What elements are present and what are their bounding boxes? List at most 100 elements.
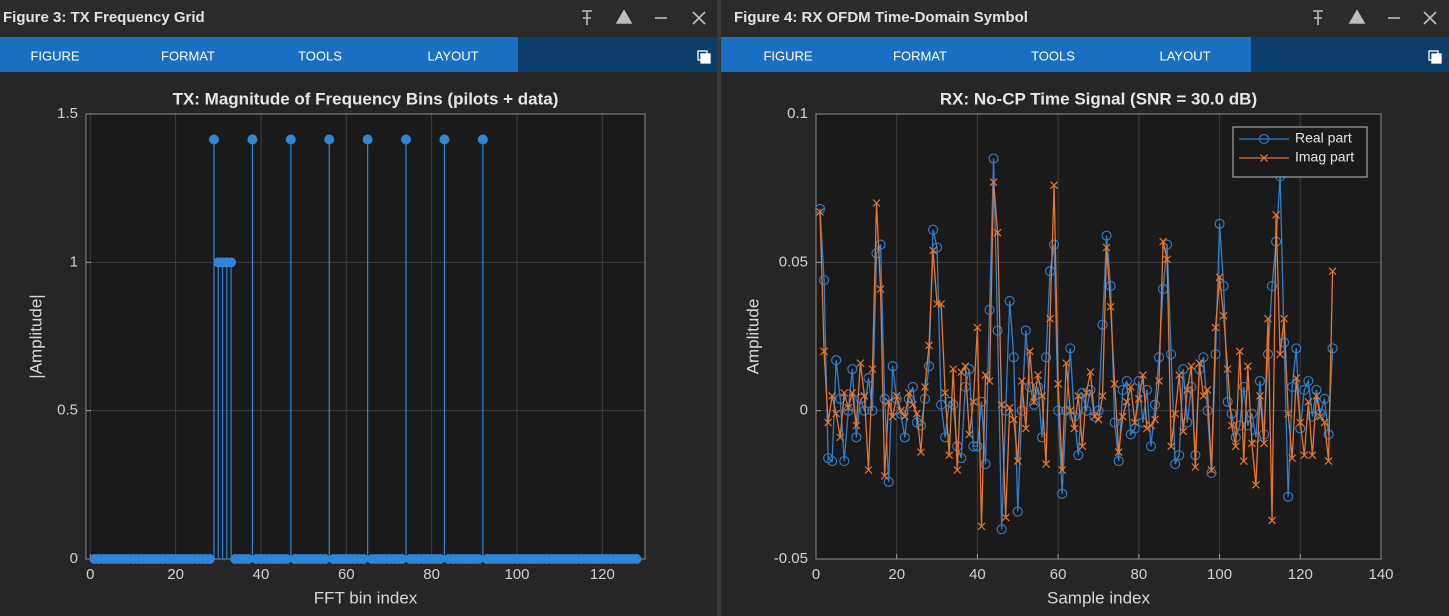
tab[interactable]: FIGURE [30, 48, 79, 63]
tab[interactable]: LAYOUT [427, 48, 478, 63]
data-point [953, 466, 962, 474]
undock-icon[interactable] [1428, 50, 1442, 64]
data-point [972, 441, 983, 452]
legend-box [1232, 126, 1368, 178]
data-point [831, 355, 842, 366]
undock-icon[interactable] [697, 50, 711, 64]
data-point [1268, 516, 1276, 525]
x-tick-label: 140 [1368, 566, 1393, 583]
data-point [864, 466, 873, 474]
data-point [989, 178, 998, 187]
data-point [1155, 377, 1163, 385]
data-point [1170, 459, 1181, 470]
window-controls[interactable] [582, 9, 706, 25]
data-point [1296, 418, 1305, 427]
stem-head [243, 554, 254, 564]
tab[interactable]: TOOLS [298, 48, 342, 63]
close-icon[interactable] [692, 11, 706, 25]
data-point [1038, 391, 1046, 400]
data-point [1114, 448, 1123, 457]
plot-area [816, 114, 1381, 559]
y-tick-label: 1.5 [57, 105, 78, 122]
data-point [867, 405, 878, 416]
title-bar [0, 0, 717, 37]
data-point [908, 400, 917, 409]
data-point [992, 325, 1003, 336]
data-point [1110, 380, 1119, 388]
data-point [876, 285, 885, 293]
data-point [1012, 506, 1023, 517]
data-point [977, 522, 986, 531]
tab[interactable]: FIGURE [763, 48, 812, 63]
pin-icon[interactable] [1313, 10, 1323, 25]
stem-head [247, 134, 258, 145]
data-point [1005, 403, 1014, 412]
stem-head [439, 134, 450, 145]
data-point [1159, 237, 1167, 246]
tab[interactable]: FORMAT [161, 48, 215, 63]
data-point [1198, 352, 1209, 363]
data-point [863, 372, 874, 384]
x-tick-label: 40 [969, 566, 986, 583]
window-controls[interactable] [1313, 9, 1437, 25]
data-point [1163, 255, 1172, 264]
data-point [1283, 491, 1294, 502]
stem-head [631, 554, 642, 564]
data-point [1272, 210, 1280, 219]
data-point [1130, 418, 1139, 427]
pin-icon[interactable] [582, 10, 592, 25]
data-point [1082, 388, 1091, 397]
data-point [1034, 371, 1042, 379]
data-point [1186, 381, 1197, 392]
data-point [1118, 412, 1127, 421]
data-point [1062, 359, 1071, 368]
data-point [852, 421, 861, 430]
data-point [948, 399, 959, 410]
data-point [1256, 391, 1264, 400]
data-point [1312, 391, 1321, 400]
maximize-icon[interactable] [1348, 9, 1366, 24]
data-point [957, 368, 966, 377]
data-point [1266, 281, 1278, 292]
data-point [1195, 359, 1204, 368]
x-tick-label: 100 [1207, 566, 1232, 583]
tab[interactable]: TOOLS [1031, 48, 1075, 63]
x-tick-label: 120 [1288, 566, 1313, 583]
data-point [929, 246, 937, 255]
stem-head [358, 554, 369, 564]
data-point [1032, 381, 1044, 392]
stem-head [473, 554, 484, 564]
data-point [1013, 457, 1022, 466]
data-point [1090, 412, 1099, 421]
data-point [848, 388, 857, 397]
data-point [1001, 513, 1010, 522]
data-point [1260, 439, 1268, 448]
tab[interactable]: FORMAT [893, 48, 947, 63]
data-point [1050, 181, 1059, 190]
data-point [1058, 466, 1067, 474]
data-point [1316, 412, 1325, 421]
data-point [1179, 427, 1188, 436]
data-point [1299, 384, 1310, 395]
tab[interactable]: LAYOUT [1159, 48, 1210, 63]
data-point [1097, 319, 1108, 330]
data-point [907, 381, 918, 392]
data-point [1141, 384, 1152, 395]
data-point [1227, 421, 1236, 430]
data-point [827, 456, 838, 467]
data-point [1078, 442, 1087, 451]
y-axis-label: Amplitude [743, 299, 762, 375]
data-point [1239, 457, 1248, 466]
data-point [888, 412, 897, 421]
maximize-icon[interactable] [615, 9, 633, 24]
data-point [980, 459, 991, 470]
data-point [1247, 439, 1256, 448]
close-icon[interactable] [1423, 11, 1437, 25]
data-point [932, 242, 943, 253]
x-tick-label: 0 [86, 566, 94, 583]
data-point [1304, 397, 1313, 406]
data-point [899, 432, 910, 443]
data-point [949, 365, 958, 374]
data-point [832, 409, 841, 418]
data-point [988, 153, 999, 164]
